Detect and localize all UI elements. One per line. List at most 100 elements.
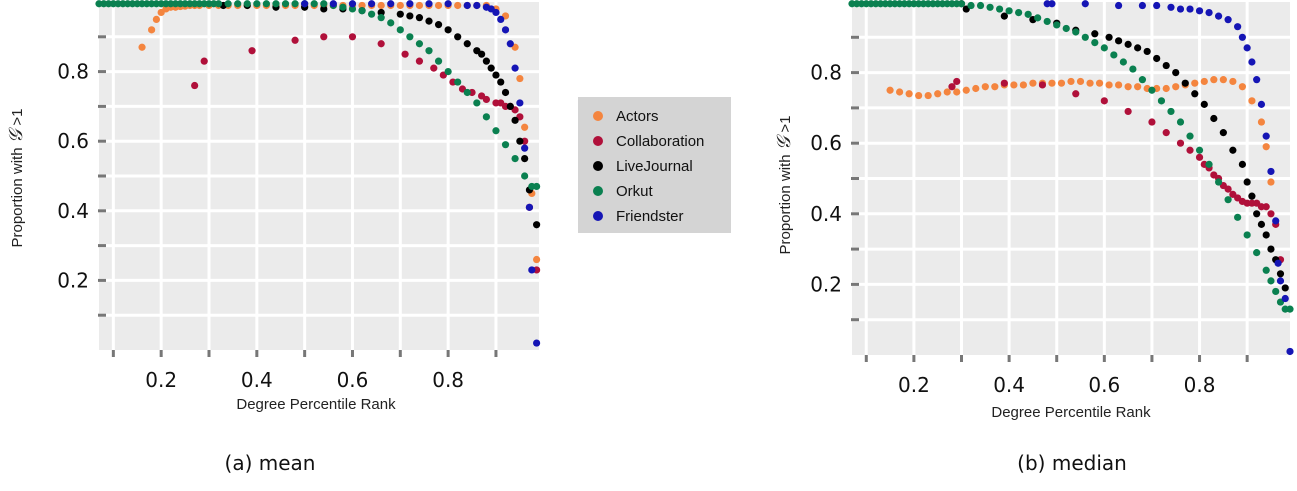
data-point-orkut	[253, 0, 261, 8]
data-point-actors	[358, 1, 366, 10]
data-point-actors	[1191, 79, 1199, 87]
y-axis-title-prefix: Proportion with	[777, 150, 794, 254]
data-point-orkut	[967, 1, 975, 10]
data-point-orkut	[492, 127, 500, 135]
data-point-collaboration	[1072, 90, 1080, 98]
data-point-friendster	[492, 8, 500, 17]
series-friendster-mean	[301, 0, 541, 347]
data-point-actors	[1200, 77, 1208, 86]
data-point-orkut	[521, 172, 529, 180]
data-point-livejournal	[1210, 114, 1218, 123]
data-point-orkut	[1053, 21, 1061, 29]
data-point-friendster	[1153, 1, 1161, 10]
data-point-friendster	[1138, 1, 1147, 10]
data-point-actors	[521, 123, 529, 131]
y-axis-title-suffix: >1	[777, 115, 794, 136]
data-point-livejournal	[1200, 100, 1208, 108]
data-point-actors	[1076, 77, 1085, 86]
series-friendster-median	[1043, 0, 1294, 356]
data-point-livejournal	[487, 64, 495, 72]
data-point-orkut	[1015, 8, 1023, 17]
data-point-livejournal	[1143, 47, 1151, 56]
y-tick-label: 0.2	[810, 272, 842, 296]
data-point-friendster	[1167, 3, 1175, 11]
data-point-livejournal	[1134, 44, 1142, 52]
data-point-livejournal	[415, 14, 424, 22]
data-point-orkut	[377, 14, 385, 22]
data-point-livejournal	[1153, 54, 1161, 63]
data-point-friendster	[1205, 8, 1213, 17]
data-point-orkut	[463, 88, 471, 97]
data-point-actors	[924, 91, 932, 100]
data-point-collaboration	[248, 47, 256, 55]
data-point-collaboration	[348, 33, 357, 41]
legend-label: Collaboration	[616, 133, 704, 150]
data-point-orkut	[262, 0, 270, 8]
y-axis-title-mean: Proportion with 𝒢 >1	[5, 108, 27, 247]
data-point-friendster	[1248, 58, 1256, 66]
data-point-friendster	[348, 0, 357, 8]
data-point-livejournal	[1219, 129, 1227, 137]
y-tick-label: 0.2	[57, 268, 89, 292]
x-tick-label: 0.6	[337, 368, 369, 392]
y-tick-label: 0.8	[810, 61, 842, 85]
data-point-livejournal	[506, 102, 514, 110]
data-point-orkut	[995, 5, 1004, 13]
data-point-livejournal	[1243, 178, 1251, 186]
data-point-friendster	[1262, 132, 1270, 140]
data-point-actors	[1262, 143, 1270, 151]
data-point-collaboration	[1262, 203, 1270, 211]
data-point-actors	[1115, 81, 1123, 89]
data-point-actors	[934, 90, 942, 98]
data-point-friendster	[1281, 294, 1289, 303]
data-point-friendster	[521, 144, 529, 152]
data-point-collaboration	[200, 57, 208, 65]
legend-marker	[593, 211, 603, 221]
data-point-actors	[1067, 77, 1075, 86]
data-point-actors	[1105, 81, 1113, 89]
data-point-orkut	[444, 68, 452, 76]
data-point-livejournal	[1238, 160, 1246, 168]
data-point-livejournal	[497, 78, 505, 86]
data-point-orkut	[1262, 266, 1270, 274]
data-point-orkut	[434, 57, 443, 65]
panel-mean: 0.2 0.4 0.6 0.8 0.2 0.4 0.6 0.8 Degree Percenti…	[5, 0, 541, 475]
legend-marker	[593, 161, 603, 171]
data-point-collaboration	[377, 40, 385, 48]
data-point-orkut	[501, 141, 510, 149]
data-point-orkut	[1072, 28, 1080, 36]
data-point-collaboration	[1124, 107, 1132, 116]
data-point-friendster	[1048, 0, 1056, 8]
data-point-collaboration	[291, 36, 299, 44]
data-point-livejournal	[425, 17, 433, 25]
data-point-actors	[991, 83, 999, 91]
data-point-orkut	[533, 182, 541, 191]
data-point-orkut	[1224, 196, 1232, 204]
data-point-livejournal	[478, 50, 486, 58]
data-points-mean	[95, 0, 541, 347]
data-point-orkut	[214, 0, 223, 8]
data-point-friendster	[463, 1, 471, 10]
data-point-friendster	[1176, 5, 1185, 13]
data-point-orkut	[348, 5, 357, 13]
data-point-orkut	[1148, 86, 1156, 94]
data-point-orkut	[320, 0, 328, 8]
data-point-orkut	[310, 0, 318, 8]
data-point-friendster	[368, 0, 376, 8]
data-point-friendster	[1224, 16, 1232, 24]
data-point-orkut	[976, 1, 985, 10]
data-point-collaboration	[1000, 79, 1008, 87]
data-point-livejournal	[320, 5, 328, 13]
x-tick-label: 0.2	[898, 373, 930, 397]
data-point-friendster	[1253, 76, 1261, 84]
gridlines-median	[852, 2, 1290, 355]
data-point-actors	[516, 74, 524, 83]
data-point-livejournal	[434, 21, 443, 29]
data-point-orkut	[473, 99, 481, 107]
data-point-livejournal	[454, 33, 462, 41]
data-point-orkut	[339, 3, 347, 11]
data-point-livejournal	[1248, 192, 1256, 200]
data-point-livejournal	[1000, 12, 1008, 20]
data-point-actors	[1238, 83, 1246, 91]
data-point-actors	[1029, 79, 1037, 87]
